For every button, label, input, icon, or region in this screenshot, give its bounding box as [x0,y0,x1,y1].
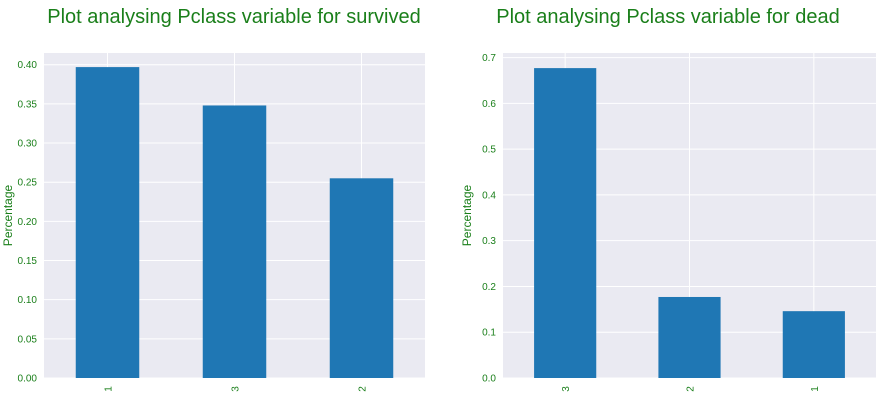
y-tick-label: 0.05 [18,334,38,345]
y-tick-label: 0.0 [482,374,496,385]
y-tick-label: 0.7 [482,53,496,64]
bar-dead-pclass-1 [782,311,845,378]
bar-dead-pclass-3 [534,68,597,378]
y-tick-label: 0.25 [18,178,38,189]
x-tick-label: 3 [231,386,242,392]
y-tick-label: 0.6 [482,99,496,110]
y-tick-label: 0.3 [482,236,496,247]
bar-survived-pclass-2 [329,178,394,378]
y-tick-label: 0.40 [18,60,38,71]
y-tick-label: 0.2 [482,282,496,293]
y-tick-label: 0.30 [18,139,38,150]
x-tick-label: 2 [686,386,697,392]
y-tick-label: 0.5 [482,145,496,156]
y-tick-label: 0.4 [482,190,496,201]
y-axis-label: Percentage [1,184,15,246]
y-tick-label: 0.35 [18,99,38,110]
x-tick-label: 1 [104,386,115,392]
x-tick-label: 2 [358,386,369,392]
x-tick-label: 3 [561,386,572,392]
y-tick-label: 0.00 [18,374,38,385]
y-tick-label: 0.20 [18,217,38,228]
y-axis-label: Percentage [460,184,474,246]
chart-title-survived: Plot analysing Pclass variable for survi… [47,6,421,28]
bar-dead-pclass-2 [658,296,721,378]
chart-title-dead: Plot analysing Pclass variable for dead [496,6,840,28]
bar-survived-pclass-1 [75,67,140,379]
x-tick-label: 1 [810,386,821,392]
chart-survived: 0.00 0.05 0.10 0.15 0.20 0.25 0.30 0.35 0.40 1 3 2 P… [1,53,425,392]
bar-survived-pclass-3 [202,105,267,378]
chart-dead: 0.0 0.1 0.2 0.3 0.4 0.5 0.6 0.7 3 2 1 Percentage [460,53,876,392]
y-tick-label: 0.1 [482,328,496,339]
y-tick-label: 0.15 [18,256,38,267]
y-tick-label: 0.10 [18,295,38,306]
